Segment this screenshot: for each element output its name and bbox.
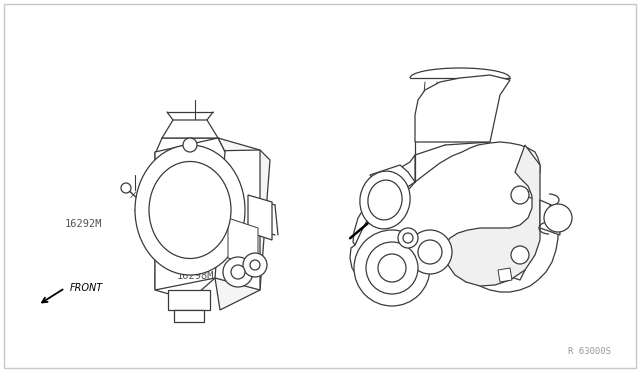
Polygon shape [228,218,258,268]
Circle shape [378,254,406,282]
Polygon shape [162,120,218,138]
Text: FRONT: FRONT [70,283,103,293]
Polygon shape [540,200,560,235]
Polygon shape [156,138,225,152]
Text: 16298M: 16298M [177,271,214,281]
Circle shape [511,186,529,204]
Ellipse shape [135,145,245,275]
Ellipse shape [368,180,402,220]
Polygon shape [350,142,558,292]
Circle shape [223,257,253,287]
Circle shape [403,233,413,243]
Polygon shape [498,268,512,282]
FancyBboxPatch shape [4,4,636,368]
Circle shape [250,260,260,270]
Text: 16292M: 16292M [65,219,102,229]
Polygon shape [248,195,272,240]
Circle shape [243,253,267,277]
Circle shape [544,204,572,232]
Polygon shape [215,138,270,310]
Circle shape [231,265,245,279]
Circle shape [354,230,430,306]
Circle shape [511,246,529,264]
Polygon shape [174,310,204,322]
Polygon shape [155,138,225,290]
Circle shape [398,228,418,248]
Polygon shape [415,75,510,142]
Ellipse shape [360,171,410,229]
Polygon shape [353,155,415,245]
Circle shape [121,183,131,193]
Polygon shape [370,165,415,198]
Ellipse shape [149,161,231,259]
Circle shape [418,240,442,264]
Circle shape [366,242,418,294]
Circle shape [183,138,197,152]
Polygon shape [445,145,540,286]
Circle shape [408,230,452,274]
Text: R 63000S: R 63000S [568,347,611,356]
Polygon shape [155,150,260,300]
Polygon shape [168,290,210,310]
